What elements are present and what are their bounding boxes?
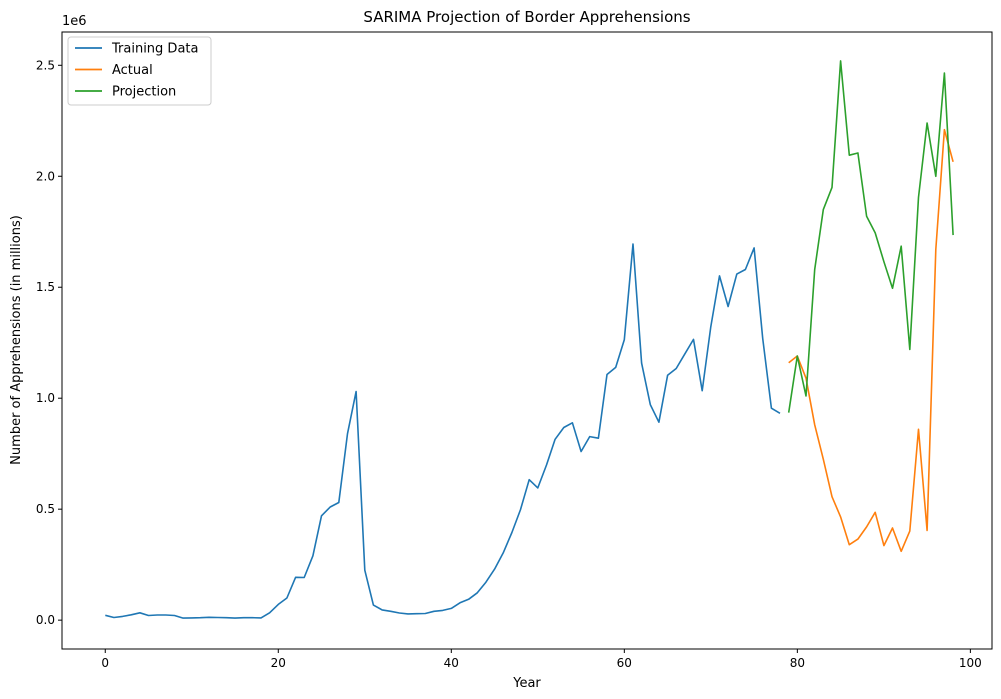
y-tick-label: 0.0: [36, 613, 55, 627]
legend-label: Training Data: [111, 42, 198, 57]
y-axis: 0.0 0.5 1.0 1.5 2.0 2.5: [36, 58, 62, 627]
x-tick-label: 20: [271, 656, 286, 670]
y-tick-label: 0.5: [36, 502, 55, 516]
x-tick-label: 100: [959, 656, 982, 670]
x-tick-label: 0: [101, 656, 109, 670]
legend-label: Projection: [112, 85, 176, 100]
x-tick-label: 40: [444, 656, 459, 670]
series-layer: [105, 60, 954, 619]
y-tick-label: 2.0: [36, 169, 55, 183]
y-tick-label: 2.5: [36, 58, 55, 72]
y-tick-label: 1.5: [36, 280, 55, 294]
series-line-actual: [788, 128, 954, 553]
legend-box: [67, 36, 212, 106]
legend: Training Data Actual Projection: [67, 36, 212, 106]
y-axis-label: Number of Apprehensions (in millions): [9, 215, 24, 465]
x-axis-label: Year: [512, 676, 541, 691]
y-offset-label: 1e6: [62, 14, 87, 29]
x-axis: 0 20 40 60 80 100: [101, 649, 982, 670]
y-tick-label: 1.0: [36, 391, 55, 405]
legend-label: Actual: [112, 63, 153, 78]
chart-title: SARIMA Projection of Border Apprehension…: [363, 8, 690, 26]
plot-area: [61, 31, 993, 650]
series-line-projection: [787, 60, 954, 413]
axes-frame: [61, 31, 993, 650]
series-line-training-data: [105, 243, 781, 619]
x-tick-label: 80: [790, 656, 805, 670]
x-tick-label: 60: [617, 656, 632, 670]
